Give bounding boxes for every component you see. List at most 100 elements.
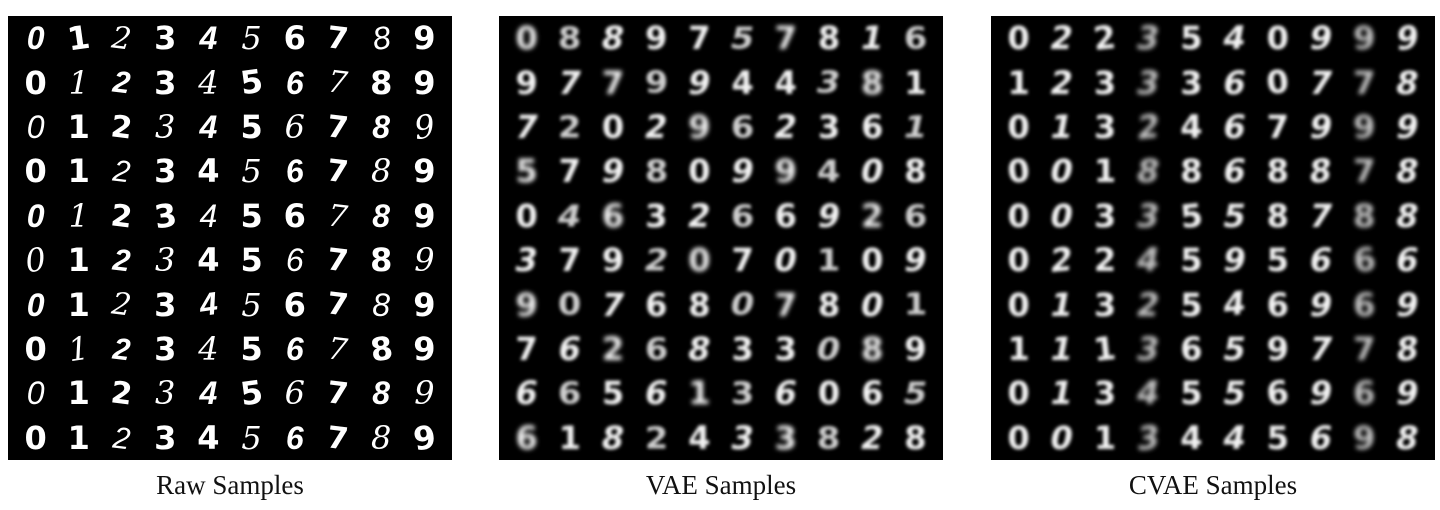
digit-sample: 6 xyxy=(645,374,668,413)
digit-sample: 3 xyxy=(515,241,538,280)
digit-sample: 7 xyxy=(601,63,625,102)
digit-sample: 2 xyxy=(688,196,711,235)
digit-sample: 1 xyxy=(1050,285,1073,324)
digit-sample: 1 xyxy=(1007,329,1030,368)
digit-sample: 3 xyxy=(154,285,177,324)
raw-samples-caption: Raw Samples xyxy=(156,470,304,500)
digit-sample: 9 xyxy=(1309,107,1333,146)
digit-sample: 3 xyxy=(154,418,177,457)
digit-sample: 9 xyxy=(817,196,841,235)
digit-sample: 6 xyxy=(283,196,306,235)
digit-sample: 9 xyxy=(1353,107,1376,146)
digit-sample: 6 xyxy=(283,285,306,324)
digit-sample: 4 xyxy=(1137,374,1160,413)
digit-sample: 6 xyxy=(1353,285,1376,324)
digit-sample: 9 xyxy=(774,152,797,191)
digit-sample: 0 xyxy=(22,239,49,281)
digit-sample: 5 xyxy=(1223,329,1246,368)
digit-sample: 4 xyxy=(688,418,711,457)
digit-sample: 3 xyxy=(1093,196,1117,235)
digit-sample: 5 xyxy=(1266,241,1289,280)
digit-sample: 0 xyxy=(26,108,45,145)
digit-sample: 1 xyxy=(558,418,581,457)
digit-sample: 7 xyxy=(325,152,351,191)
digit-sample: 6 xyxy=(285,242,304,279)
digit-sample: 5 xyxy=(1266,418,1289,457)
digit-sample: 8 xyxy=(644,153,668,190)
vae-samples-caption: VAE Samples xyxy=(645,470,797,500)
digit-sample: 3 xyxy=(1093,374,1117,413)
digit-sample: 2 xyxy=(1050,19,1073,58)
digit-sample: 6 xyxy=(515,374,538,413)
digit-sample: 5 xyxy=(241,152,262,191)
digit-sample: 6 xyxy=(1309,418,1333,457)
digit-sample: 2 xyxy=(111,242,133,279)
digit-sample: 8 xyxy=(1396,418,1419,457)
digit-sample: 3 xyxy=(155,374,176,413)
digit-sample: 6 xyxy=(774,196,797,235)
digit-sample: 4 xyxy=(199,197,218,234)
digit-sample: 9 xyxy=(410,417,439,459)
digit-sample: 8 xyxy=(372,286,391,323)
digit-sample: 9 xyxy=(414,374,435,413)
digit-sample: 2 xyxy=(645,107,668,146)
digit-sample: 3 xyxy=(154,19,177,58)
digit-sample: 6 xyxy=(861,374,884,413)
digit-sample: 8 xyxy=(817,285,841,324)
digit-sample: 9 xyxy=(413,152,436,191)
digit-sample: 0 xyxy=(688,152,711,191)
digit-sample: 6 xyxy=(284,374,305,413)
digit-sample: 1 xyxy=(66,328,92,370)
digit-sample: 3 xyxy=(1180,63,1203,102)
digit-sample: 9 xyxy=(411,106,438,148)
digit-sample: 7 xyxy=(731,241,754,280)
digit-sample: 1 xyxy=(1091,328,1119,370)
digit-sample: 1 xyxy=(903,108,928,146)
digit-sample: 5 xyxy=(240,196,263,235)
digit-sample: 7 xyxy=(1353,63,1376,102)
digit-sample: 5 xyxy=(601,374,625,413)
digit-sample: 9 xyxy=(1353,19,1376,58)
digit-sample: 7 xyxy=(325,418,351,458)
digit-sample: 0 xyxy=(1007,418,1030,457)
digit-sample: 3 xyxy=(774,418,797,457)
digit-sample: 0 xyxy=(1007,285,1030,324)
digit-sample: 3 xyxy=(731,418,754,457)
digit-sample: 9 xyxy=(1353,418,1376,457)
digit-sample: 2 xyxy=(1135,106,1162,148)
digit-sample: 4 xyxy=(197,152,220,191)
digit-sample: 8 xyxy=(904,418,927,457)
digit-sample: 5 xyxy=(237,373,266,414)
digit-sample: 6 xyxy=(1266,285,1289,324)
digit-sample: 2 xyxy=(111,64,133,101)
digit-sample: 3 xyxy=(1137,19,1160,58)
digit-sample: 9 xyxy=(1396,107,1419,146)
digit-sample: 3 xyxy=(1093,63,1117,102)
digit-sample: 5 xyxy=(1223,196,1246,235)
digit-sample: 9 xyxy=(1394,18,1421,59)
digit-sample: 0 xyxy=(817,374,841,413)
digit-sample: 7 xyxy=(325,285,351,324)
digit-sample: 3 xyxy=(1135,417,1162,458)
digit-sample: 3 xyxy=(1093,285,1117,324)
digit-sample: 4 xyxy=(197,285,220,324)
digit-sample: 8 xyxy=(1266,196,1289,235)
digit-sample: 6 xyxy=(558,329,581,368)
digit-sample: 5 xyxy=(1180,285,1203,324)
digit-sample: 6 xyxy=(730,197,755,234)
digit-sample: 0 xyxy=(730,286,755,323)
digit-sample: 6 xyxy=(903,197,928,234)
digit-sample: 9 xyxy=(1309,19,1333,58)
digit-sample: 6 xyxy=(903,20,928,57)
digit-sample: 1 xyxy=(1050,107,1073,146)
digit-sample: 0 xyxy=(24,152,47,191)
digit-sample: 3 xyxy=(154,152,177,191)
digit-sample: 5 xyxy=(241,19,262,58)
digit-sample: 0 xyxy=(26,197,45,234)
digit-sample: 1 xyxy=(861,19,884,58)
digit-sample: 3 xyxy=(154,329,177,368)
digit-sample: 9 xyxy=(413,63,436,102)
digit-sample: 0 xyxy=(861,241,884,280)
digit-sample: 6 xyxy=(1264,373,1291,414)
